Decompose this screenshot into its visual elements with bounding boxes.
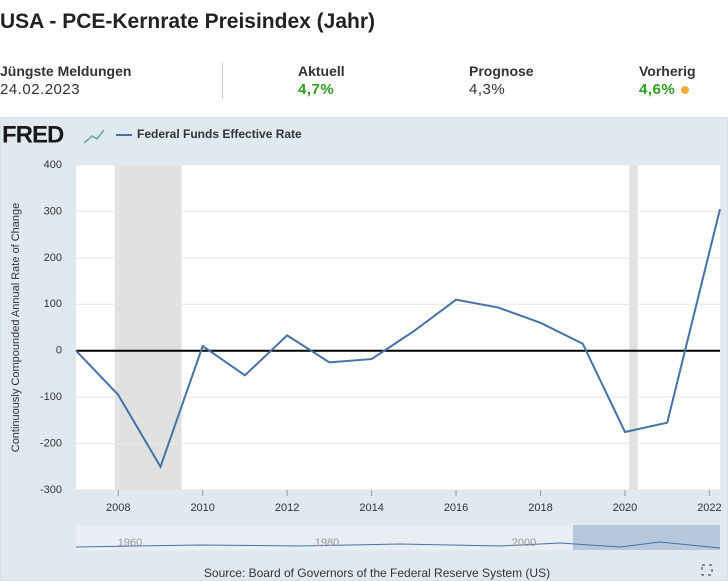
x-tick-label: 2022 [697,502,721,514]
stat-value-text: 4,6% [639,81,676,98]
x-tick-label: 2014 [359,502,383,514]
legend-label: Federal Funds Effective Rate [137,127,302,141]
stat-value: 4,6% [639,81,696,98]
x-tick-label: 2008 [106,502,130,514]
status-dot [681,86,690,94]
plot-area [76,165,720,490]
separator [222,63,223,99]
stat-label: Aktuell [298,63,345,79]
y-tick-label: 400 [44,159,62,171]
stat-value: 24.02.2023 [0,81,81,98]
stat: Aktuell 4,7% [298,63,345,98]
x-tick-label: 2016 [444,502,468,514]
x-tick-label: 2018 [528,502,552,514]
x-tick-label: 2012 [275,502,299,514]
navigator-series [75,541,721,549]
chart: FRED -300 -200 -100 0 100 200 300 400 2008 2010 20… [0,117,728,581]
recession-band [114,165,182,490]
stat-label: Prognose [469,63,534,79]
y-tick-label: 0 [56,345,62,357]
stat-label: Vorherig [639,63,696,79]
stat-value: 4,3% [469,81,506,98]
navigator-label: 1980 [315,537,339,549]
data-line [75,208,721,470]
x-tick-label: 2010 [190,502,214,514]
page-title: USA - PCE-Kernrate Preisindex (Jahr) [0,10,375,33]
stat: Prognose 4,3% [469,63,534,98]
navigator-label: 1960 [118,537,142,549]
y-tick-label: -100 [40,391,62,403]
y-tick-label: -300 [40,484,62,496]
y-tick-label: 200 [44,252,62,264]
y-tick-label: 100 [44,298,62,310]
stat: Jüngste Meldungen 24.02.2023 [0,63,131,98]
logo: FRED [2,121,64,148]
navigator-label: 2000 [512,537,536,549]
y-tick-label: -200 [40,437,62,449]
y-tick-label: 300 [44,205,62,217]
recession-band [629,165,638,490]
stat: Vorherig 4,6% [639,63,696,98]
stat-value: 4,7% [298,81,335,98]
logo-icon [83,129,105,144]
fullscreen-button[interactable] [701,564,713,576]
source: Source: Board of Governors of the Federa… [204,566,550,580]
x-tick-label: 2020 [613,502,637,514]
y-axis-label: Continuously Compounded Annual Rate of C… [10,203,22,453]
stat-label: Jüngste Meldungen [0,63,132,79]
